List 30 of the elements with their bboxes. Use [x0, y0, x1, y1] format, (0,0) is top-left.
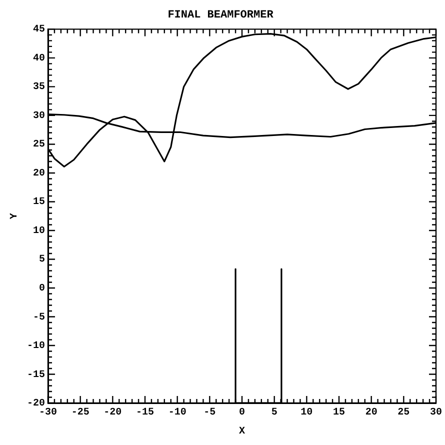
x-tick-label: 25: [398, 408, 410, 419]
y-tick-label: -5: [32, 312, 46, 324]
y-tick-label: -15: [26, 370, 46, 381]
x-tick-label: -20: [104, 408, 122, 419]
x-tick-label: -25: [71, 408, 90, 419]
x-tick-label: -30: [38, 408, 58, 419]
x-tick-label: -10: [168, 408, 186, 419]
y-tick-label: 35: [32, 82, 46, 94]
x-tick-label: 20: [365, 408, 378, 419]
y-tick-label: 30: [32, 110, 46, 122]
x-tick-label: 5: [271, 408, 278, 419]
x-axis-title: X: [238, 426, 246, 438]
y-axis-title: Y: [10, 213, 21, 220]
x-tick-label: 10: [300, 408, 313, 419]
y-tick-label: -20: [26, 398, 46, 410]
y-tick-label: 0: [38, 284, 46, 294]
y-tick-label: 45: [32, 24, 46, 36]
x-tick-label: 15: [332, 408, 346, 419]
y-tick-label: 10: [32, 226, 46, 237]
y-tick-label: 15: [32, 197, 46, 208]
y-tick-label: 5: [38, 254, 46, 266]
x-tick-label: -15: [136, 408, 154, 419]
x-tick-label: 0: [238, 408, 246, 419]
y-tick-label: 20: [32, 168, 46, 180]
chart-title: FINAL BEAMFORMER: [168, 9, 274, 22]
x-tick-label: -5: [204, 408, 216, 419]
y-tick-label: 25: [32, 140, 46, 151]
y-tick-label: -10: [26, 341, 46, 352]
y-tick-label: 40: [32, 53, 46, 64]
x-tick-label: 30: [430, 408, 442, 419]
